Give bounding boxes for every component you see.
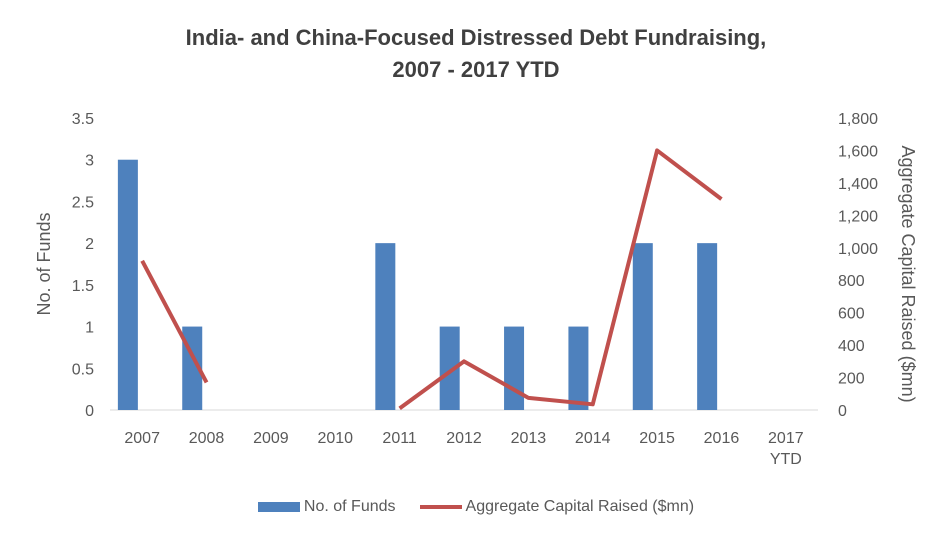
chart-title: India- and China-Focused Distressed Debt… <box>0 22 952 86</box>
bar <box>632 243 653 410</box>
x-tick-label: 2008 <box>189 430 225 447</box>
y2-tick-label: 1,400 <box>838 176 878 193</box>
y2-tick-label: 800 <box>838 273 865 290</box>
y-tick-label: 0.5 <box>72 361 94 378</box>
y2-tick-label: 400 <box>838 338 865 355</box>
y-tick-label: 3 <box>85 153 94 170</box>
y2-tick-label: 0 <box>838 403 847 420</box>
series-line <box>398 148 723 410</box>
x-tick-label: 2010 <box>317 430 353 447</box>
x-tick-label: 2015 <box>639 430 675 447</box>
y2-axis-title: Aggregate Capital Raised ($mn) <box>898 145 918 402</box>
x-tick-label: 2007 <box>124 430 160 447</box>
y-axis-title: No. of Funds <box>34 212 54 315</box>
x-tick-label: YTD <box>770 451 802 468</box>
legend-swatch-bar <box>257 502 300 512</box>
bar <box>697 243 718 410</box>
chart-legend: No. of Funds Aggregate Capital Raised ($… <box>0 498 952 516</box>
x-tick-label: 2012 <box>446 430 482 447</box>
x-tick-label: 2013 <box>511 430 547 447</box>
bar <box>504 326 525 410</box>
chart-title-line1: India- and China-Focused Distressed Debt… <box>185 25 767 50</box>
y-tick-label: 2 <box>85 236 94 253</box>
chart-title-line2: 2007 - 2017 YTD <box>392 57 560 82</box>
legend-label-funds: No. of Funds <box>303 498 396 515</box>
bar <box>117 159 138 410</box>
legend-label-capital: Aggregate Capital Raised ($mn) <box>465 498 695 515</box>
y2-tick-label: 1,800 <box>838 111 878 128</box>
x-tick-label: 2017 <box>768 430 804 447</box>
y2-tick-label: 1,600 <box>838 143 878 160</box>
y2-tick-label: 600 <box>838 306 865 323</box>
y-tick-label: 1 <box>85 320 94 337</box>
series-line <box>140 259 209 384</box>
x-tick-label: 2014 <box>575 430 611 447</box>
legend-swatch-line <box>419 505 462 509</box>
y2-tick-label: 1,000 <box>838 241 878 258</box>
x-tick-label: 2016 <box>704 430 740 447</box>
y-tick-label: 3.5 <box>72 111 94 128</box>
y-tick-label: 2.5 <box>72 194 94 211</box>
bar <box>568 326 589 410</box>
y-tick-label: 1.5 <box>72 278 94 295</box>
x-tick-label: 2009 <box>253 430 289 447</box>
legend-item-capital: Aggregate Capital Raised ($mn) <box>419 498 695 516</box>
y2-tick-label: 200 <box>838 371 865 388</box>
y-tick-label: 0 <box>85 403 94 420</box>
legend-item-funds: No. of Funds <box>257 498 396 516</box>
bar <box>375 243 396 410</box>
bar <box>439 326 460 410</box>
y2-tick-label: 1,200 <box>838 208 878 225</box>
x-tick-label: 2011 <box>382 430 417 447</box>
